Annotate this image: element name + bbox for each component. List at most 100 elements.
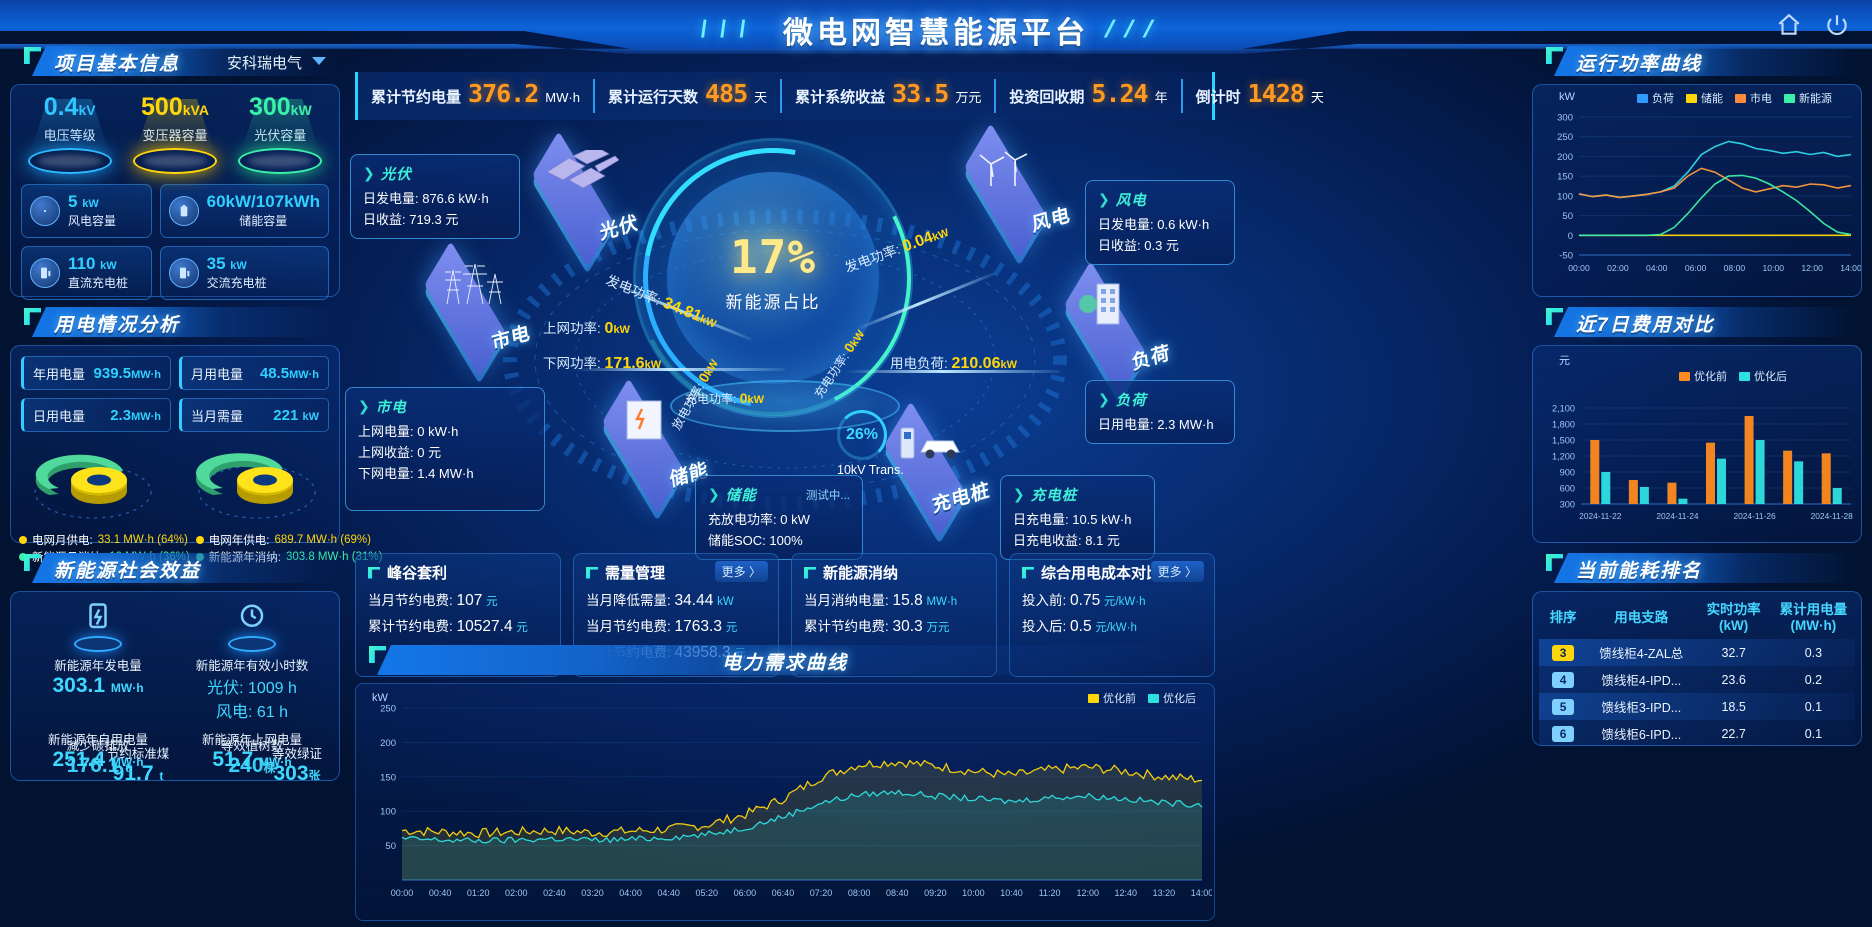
svg-text:13:20: 13:20 — [1153, 888, 1176, 898]
legend-label: 优化前 — [1103, 693, 1136, 705]
table-row[interactable]: 6 馈线柜6-IPD... 22.7 0.1 — [1539, 720, 1855, 745]
legend-item[interactable]: 优化后 — [1739, 368, 1787, 384]
table-row[interactable]: 3 馈线柜4-ZAL总 32.7 0.3 — [1539, 639, 1855, 667]
svg-text:2024-11-26: 2024-11-26 — [1733, 511, 1776, 521]
arrow-icon: ❯ — [1098, 391, 1110, 407]
ranking-body: 排序 用电支路 实时功率 (kW) 累计用电量 (MW·h) 3 馈线柜4-ZAL总… — [1532, 591, 1862, 746]
kpi-unit: 天 — [754, 90, 768, 105]
capacity-box-storage: 60kW/107kWh 储能容量 — [159, 184, 329, 238]
legend-item[interactable]: 负荷 — [1637, 90, 1674, 106]
svg-text:10:00: 10:00 — [1763, 263, 1785, 273]
cell-power: 23.6 — [1721, 672, 1746, 687]
benefit-value: 51.7 — [212, 748, 254, 771]
legend-item[interactable]: 优化前 — [1088, 690, 1136, 706]
kpi-value: 5.24 — [1091, 79, 1148, 108]
legend-name: 电网年供电: — [208, 535, 270, 547]
pedestal-ring — [132, 148, 217, 174]
col-branch: 用电支路 — [1587, 596, 1695, 639]
cell-energy: 0.1 — [1804, 699, 1823, 714]
node-grid[interactable]: 市电 — [405, 240, 532, 385]
power-icon[interactable] — [1824, 12, 1850, 38]
legend-item[interactable]: 市电 — [1735, 90, 1772, 106]
kpi-item: 累计节约电量 376.2 MW·h — [358, 79, 593, 113]
benefit-label: 新能源年自用电量 — [47, 733, 148, 747]
chevron-down-icon[interactable] — [312, 57, 326, 65]
kpi-item: 累计运行天数 485 天 — [592, 79, 780, 113]
table-header-row: 排序 用电支路 实时功率 (kW) 累计用电量 (MW·h) — [1539, 596, 1855, 639]
col-energy: 累计用电量 (MW·h) — [1772, 596, 1855, 639]
field-value: 48.5 — [259, 364, 290, 382]
capacity-unit: kV — [78, 102, 96, 118]
node-wind[interactable]: 风电 — [945, 122, 1072, 267]
benefit-label: 等效绿证 — [271, 747, 322, 761]
transformer-indicator: 26% 10kV Trans. — [837, 410, 904, 477]
capacity-value: 500 — [141, 93, 183, 121]
usage-field-year: 年用电量 939.5MW·h — [21, 356, 171, 390]
ranking-panel-title: 当前能耗排名 — [1576, 561, 1703, 582]
arrow-icon: ❯ — [1013, 486, 1025, 502]
flow-label-unit: kW — [613, 324, 630, 336]
battery-icon — [168, 196, 199, 226]
svg-text:2,100: 2,100 — [1552, 404, 1575, 414]
transformer-percent: 26% — [837, 410, 887, 460]
col-unit: (kW) — [1718, 617, 1749, 633]
more-button[interactable]: 更多 〉 — [1150, 561, 1204, 582]
info-row: 充放电功率: 0 kW — [708, 512, 810, 527]
benefit-items: 新能源年发电量 303.1 MW·h 新能源年有效小时数 光伏: 1009 h … — [11, 592, 339, 780]
more-button[interactable]: 更多 〉 — [714, 561, 768, 582]
capacity-highlights: 0.4kV 电压等级 500kVA 变压器容量 300kW 光伏容量 — [11, 85, 339, 178]
card-row-value: 15.8 — [892, 592, 923, 609]
legend-item: 电网月供电: 33.1 MW·h (64%) — [19, 532, 190, 548]
card-row-label: 投入后: — [1022, 619, 1067, 635]
panel-header-shape — [32, 307, 338, 337]
rank-badge: 6 — [1552, 725, 1575, 742]
demand-y-axis-title: kW — [372, 692, 388, 704]
header-underbar — [0, 44, 1872, 54]
legend-item[interactable]: 优化后 — [1148, 690, 1196, 706]
svg-text:04:00: 04:00 — [1646, 263, 1668, 273]
svg-text:900: 900 — [1560, 468, 1575, 478]
benefit-unit: MW·h — [110, 755, 144, 769]
arrow-icon: ❯ — [358, 398, 370, 414]
donut-chart-month — [33, 454, 152, 519]
legend-item[interactable]: 新能源 — [1784, 90, 1832, 106]
arrow-icon: ❯ — [363, 165, 375, 181]
card-row-unit: MW·h — [926, 596, 958, 608]
svg-text:08:00: 08:00 — [848, 888, 871, 898]
benefit-item-coal: 节约标准煤 91.7 t — [101, 740, 175, 780]
card-title: 峰谷套利 — [387, 565, 448, 582]
node-ev-charger[interactable]: 充电桩 — [865, 400, 992, 545]
svg-text:06:00: 06:00 — [1685, 263, 1707, 273]
legend-item[interactable]: 优化前 — [1679, 368, 1727, 384]
usage-field-demand: 当月需量 221 kW — [179, 398, 329, 432]
panel-corner-icon — [1546, 554, 1563, 571]
panel-header-shape — [32, 46, 338, 76]
capacity-label: 光伏容量 — [254, 128, 307, 143]
node-load[interactable]: 负荷 — [1045, 260, 1172, 405]
flow-label-value: 210.06 — [951, 355, 1001, 372]
benefit-label: 等效植树数 — [220, 739, 284, 753]
svg-text:2024-11-24: 2024-11-24 — [1656, 511, 1699, 521]
kpi-item: 投资回收期 5.24 年 — [994, 79, 1180, 113]
benefit-sub-wind: 风电: 61 h — [215, 704, 289, 721]
flow-label-unit: kW — [930, 226, 951, 244]
home-icon[interactable] — [1776, 12, 1802, 38]
cell-rank: 6 — [1539, 720, 1587, 745]
svg-text:12:00: 12:00 — [1801, 263, 1823, 273]
kpi-value: 485 — [704, 79, 748, 108]
benefit-panel-title: 新能源社会效益 — [54, 561, 202, 582]
project-selector-value[interactable]: 安科瑞电气 — [226, 55, 302, 72]
svg-text:-50: -50 — [1559, 251, 1573, 262]
legend-swatch — [1735, 93, 1746, 103]
flow-label-value: 171.6 — [604, 355, 645, 372]
summary-cards: 峰谷套利 当月节约电费: 107 元 累计节约电费: 10527.4 元 需量管… — [355, 553, 1215, 678]
svg-text:100: 100 — [1557, 191, 1573, 202]
benefit-unit: MW·h — [110, 681, 144, 695]
node-storage[interactable]: 储能 — [583, 377, 710, 522]
table-row[interactable]: 5 馈线柜3-IPD... 18.5 0.1 — [1539, 693, 1855, 721]
legend-item[interactable]: 储能 — [1686, 90, 1723, 106]
card-marker-icon — [586, 566, 598, 579]
info-row: 日发电量: 876.6 kW·h — [363, 191, 489, 206]
node-solar[interactable]: 光伏 — [513, 130, 640, 275]
table-row[interactable]: 4 馈线柜4-IPD... 23.6 0.2 — [1539, 666, 1855, 694]
